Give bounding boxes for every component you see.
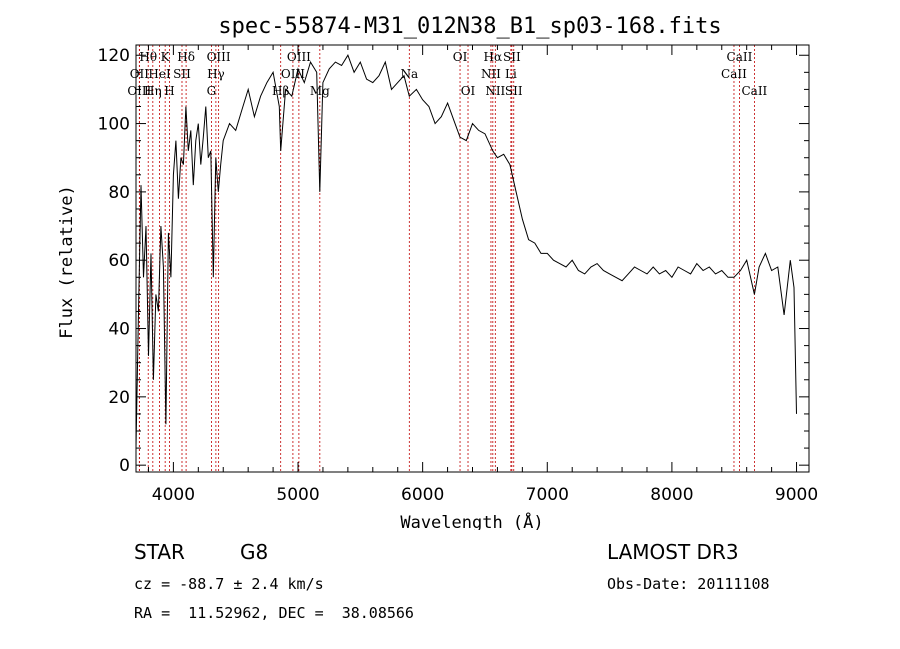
line-marker-label: NII [485, 84, 505, 98]
y-tick-label: 80 [108, 183, 130, 203]
x-axis: 4000 5000 6000 7000 8000 9000 [147, 45, 818, 505]
line-marker-label: Li [505, 67, 517, 81]
line-marker-label: OIII [127, 84, 151, 98]
line-marker-label: Mg [310, 84, 330, 98]
line-marker-label: Na [400, 67, 418, 81]
chart-title: spec-55874-M31_012N38_B1_sp03-168.fits [218, 14, 721, 39]
line-marker-label: H [164, 84, 174, 98]
line-marker-label: K [161, 50, 171, 64]
line-marker-label: OI [453, 50, 468, 64]
y-tick-label: 120 [98, 46, 130, 66]
line-marker-label: HeI [148, 67, 171, 81]
object-class: STAR [134, 540, 185, 564]
spectrum-chart: spec-55874-M31_012N38_B1_sp03-168.fits H… [57, 14, 818, 530]
line-marker-label: Hδ [177, 50, 195, 64]
line-marker-layer [138, 45, 755, 472]
line-marker-label: SII [505, 84, 523, 98]
y-axis: 0 20 40 60 80 100 120 [98, 46, 809, 476]
coordinates: RA = 11.52962, DEC = 38.08566 [134, 604, 414, 622]
line-marker-label: CaII [721, 67, 747, 81]
x-tick-label: 9000 [775, 485, 818, 505]
x-tick-label: 7000 [526, 485, 569, 505]
line-marker-label: OI [461, 84, 476, 98]
line-marker-label: OIII [207, 50, 231, 64]
y-tick-label: 20 [108, 388, 130, 408]
x-tick-label: 8000 [650, 485, 693, 505]
redshift-velocity: cz = -88.7 ± 2.4 km/s [134, 575, 324, 593]
observation-date: Obs-Date: 20111108 [607, 575, 770, 593]
x-tick-label: 5000 [276, 485, 319, 505]
line-marker-label: Hη [144, 84, 162, 98]
spectrum-line [135, 54, 797, 449]
x-tick-label: 6000 [401, 485, 444, 505]
survey-name: LAMOST DR3 [607, 540, 739, 564]
line-marker-label: Hα [484, 50, 503, 64]
line-marker-label: OIII [281, 67, 305, 81]
plot-frame [135, 44, 810, 473]
y-tick-label: 60 [108, 251, 130, 271]
line-marker-label: CaII [727, 50, 753, 64]
line-marker-label: Hγ [207, 67, 225, 81]
object-subclass: G8 [240, 540, 269, 564]
y-tick-label: 100 [98, 115, 130, 135]
line-marker-label: G [207, 84, 217, 98]
line-marker-label: SII [503, 50, 521, 64]
x-tick-label: 4000 [152, 485, 195, 505]
y-tick-label: 40 [108, 320, 130, 340]
y-tick-label: 0 [119, 456, 130, 476]
line-marker-label: NII [481, 67, 501, 81]
line-marker-label: OIII [287, 50, 311, 64]
y-axis-label: Flux (relative) [57, 185, 77, 339]
line-marker-label: OII [130, 67, 150, 81]
line-marker-label: CaII [741, 84, 767, 98]
line-marker-label: SII [173, 67, 191, 81]
x-axis-label: Wavelength (Å) [400, 511, 543, 530]
line-marker-label: Hθ [139, 50, 157, 64]
